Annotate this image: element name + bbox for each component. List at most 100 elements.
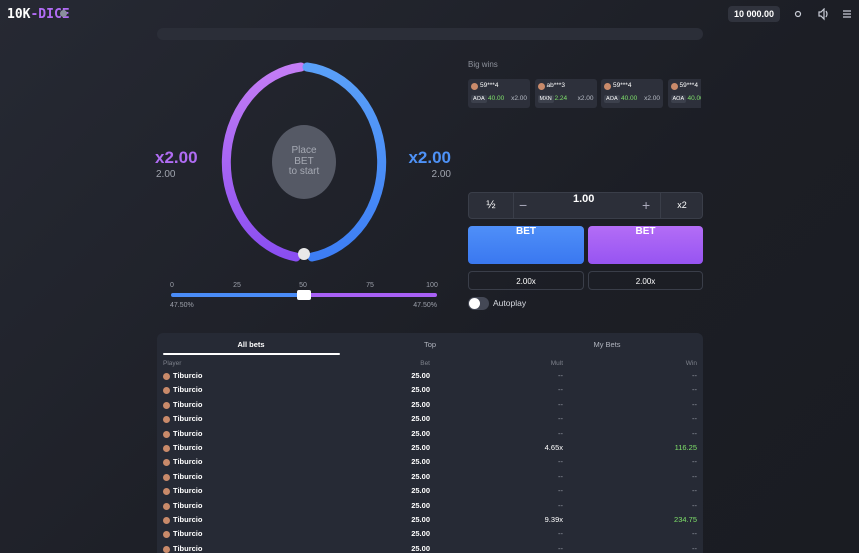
tab-underline xyxy=(163,353,340,355)
tab[interactable]: All bets xyxy=(237,340,265,349)
header-icons xyxy=(794,8,851,21)
sound-icon[interactable] xyxy=(818,8,828,21)
win-value: -- xyxy=(692,543,697,553)
left-arc xyxy=(221,62,306,262)
avatar xyxy=(163,545,170,553)
menu-icon[interactable] xyxy=(843,10,851,18)
mult-value: -- xyxy=(558,529,563,539)
bet-amount-row: ½ − 1.00 + x2 xyxy=(468,192,703,219)
win-value: -- xyxy=(692,371,697,380)
bet-value: 25.00 xyxy=(411,457,430,467)
avatar xyxy=(471,83,478,90)
avatar xyxy=(163,517,170,524)
win-multiplier: x2.00 xyxy=(577,95,594,102)
win-value: -- xyxy=(692,385,697,395)
win-multiplier: x2.00 xyxy=(644,95,660,102)
center-text: Place BET to start xyxy=(271,145,337,178)
player-name: Tiburcio xyxy=(173,385,203,395)
bet-purple-button[interactable]: BET xyxy=(588,226,703,264)
avatar xyxy=(537,83,545,90)
slider-tick-label: 25 xyxy=(233,282,241,289)
win-user: 59***4 xyxy=(480,82,499,89)
left-chance: 47.50% xyxy=(170,302,194,309)
bet-value: 25.00 xyxy=(411,543,430,553)
theme-icon[interactable] xyxy=(794,10,802,18)
left-value: 2.00 xyxy=(156,169,176,180)
autoplay-toggle[interactable] xyxy=(468,297,489,310)
big-win-card: ab***3 MXN 2.24 x2.00 xyxy=(534,79,597,108)
left-multiplier: x2.00 xyxy=(155,148,198,167)
info-icon[interactable] xyxy=(60,10,67,17)
player-name: Tiburcio xyxy=(173,428,203,438)
win-value: -- xyxy=(692,529,697,539)
right-arc xyxy=(302,62,387,262)
column-header: Player xyxy=(163,360,182,367)
bet-value: 25.00 xyxy=(411,471,430,481)
minus-button[interactable]: − xyxy=(519,197,528,213)
big-win-card: 59***4 AOA 40.00 x2.00 xyxy=(468,79,530,108)
big-win-card: 59***4 AOA 40.00 x2.00 xyxy=(601,79,663,108)
avatar xyxy=(163,416,170,424)
dice-ring xyxy=(221,62,387,262)
bet-value: 25.00 xyxy=(411,486,430,496)
player-name: Tiburcio xyxy=(173,443,203,452)
half-button[interactable]: ½ xyxy=(469,193,514,218)
win-value: -- xyxy=(692,399,697,409)
avatar xyxy=(163,387,170,395)
slider-tick-label: 75 xyxy=(366,282,374,289)
payout-right: 2.00x xyxy=(588,271,703,290)
payout-left: 2.00x xyxy=(468,271,584,290)
balance: 10 000.00 xyxy=(728,6,780,22)
win-user: 59***4 xyxy=(679,82,698,89)
logo-main: 10K xyxy=(7,7,31,22)
bet-value: 25.00 xyxy=(411,443,430,452)
win-amount: 2.24 xyxy=(554,95,568,102)
win-currency: AOA xyxy=(471,95,487,103)
win-user: ab***3 xyxy=(546,82,565,89)
win-currency: AOA xyxy=(670,95,687,103)
logo-accent: -DICE xyxy=(30,7,70,22)
avatar xyxy=(670,83,678,90)
right-value: 2.00 xyxy=(431,169,451,180)
bet-value: 25.00 xyxy=(411,500,430,510)
win-user: 59***4 xyxy=(613,82,632,89)
plus-button[interactable]: + xyxy=(642,197,651,213)
player-name: Tiburcio xyxy=(173,486,203,496)
column-header: Mult xyxy=(550,360,563,367)
slider-thumb[interactable] xyxy=(297,290,311,300)
bet-value: 25.00 xyxy=(411,399,430,409)
bet-value: 25.00 xyxy=(411,371,430,380)
right-chance: 47.50% xyxy=(413,302,437,309)
center-line: Place xyxy=(291,145,317,156)
bet-blue-button[interactable]: BET xyxy=(468,226,584,264)
slider-tick-label: 100 xyxy=(426,282,438,289)
column-header: Win xyxy=(685,360,697,367)
mult-value: -- xyxy=(558,486,563,496)
center-disc[interactable] xyxy=(272,125,336,199)
avatar xyxy=(163,445,170,452)
win-value: -- xyxy=(692,457,697,467)
bet-value: 25.00 xyxy=(411,529,430,539)
avatar xyxy=(163,473,170,481)
top-bar xyxy=(157,28,703,40)
bet-amount[interactable]: 1.00 xyxy=(573,193,595,205)
win-amount: 40.00 xyxy=(687,95,702,102)
win-multiplier: x2.00 xyxy=(511,95,527,102)
bet-value: 25.00 xyxy=(411,385,430,395)
win-amount: 40.00 xyxy=(488,95,505,102)
slider-left xyxy=(171,293,304,297)
avatar xyxy=(163,531,170,539)
autoplay-label: Autoplay xyxy=(493,298,527,308)
player-name: Tiburcio xyxy=(173,529,203,539)
mult-value: 9.39x xyxy=(544,515,563,524)
tab[interactable]: Top xyxy=(423,340,437,349)
win-currency: AOA xyxy=(604,95,620,103)
avatar xyxy=(163,401,170,409)
double-button[interactable]: x2 xyxy=(660,193,703,218)
player-name: Tiburcio xyxy=(173,399,203,409)
right-multiplier: x2.00 xyxy=(408,148,451,167)
tab[interactable]: My Bets xyxy=(593,340,621,349)
